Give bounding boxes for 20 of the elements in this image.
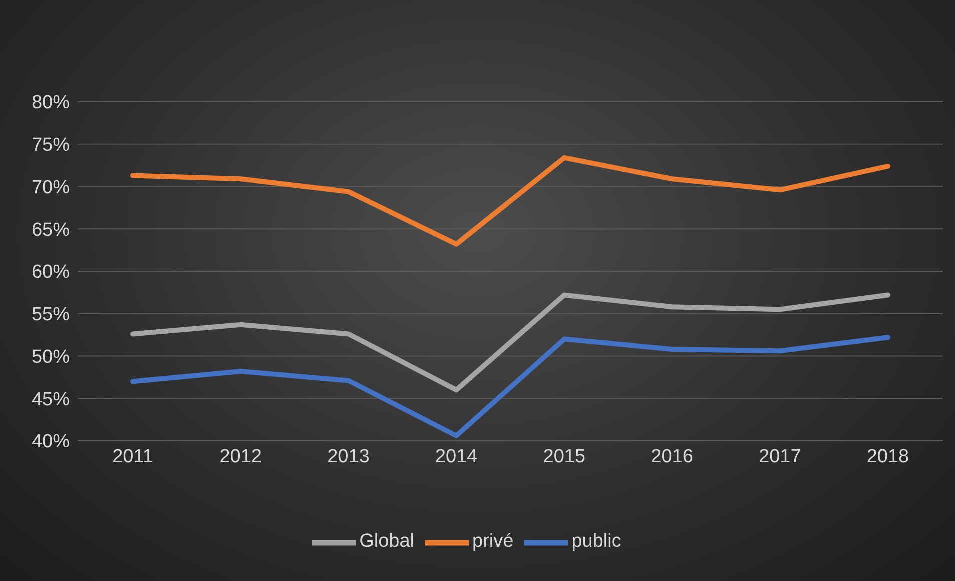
x-tick-label: 2014 [435, 446, 478, 468]
legend-label: Global [360, 530, 415, 552]
y-tick-label: 70% [32, 177, 70, 198]
x-tick-label: 2011 [112, 446, 154, 468]
legend-label: public [572, 530, 622, 552]
x-tick-label: 2013 [328, 446, 370, 468]
x-tick-label: 2016 [651, 446, 694, 468]
y-tick-label: 80% [32, 92, 70, 114]
y-tick-label: 75% [32, 135, 70, 156]
x-tick-label: 2018 [866, 446, 910, 468]
y-tick-label: 45% [32, 389, 70, 410]
y-tick-label: 65% [32, 220, 70, 241]
y-tick-label: 50% [32, 346, 70, 368]
x-tick-label: 2015 [543, 446, 586, 468]
legend-label: privé [472, 530, 514, 552]
x-tick-label: 2012 [220, 446, 262, 468]
y-tick-label: 55% [32, 304, 70, 326]
x-tick-label: 2017 [759, 446, 802, 468]
y-tick-label: 40% [32, 432, 70, 453]
y-tick-label: 60% [32, 262, 70, 284]
